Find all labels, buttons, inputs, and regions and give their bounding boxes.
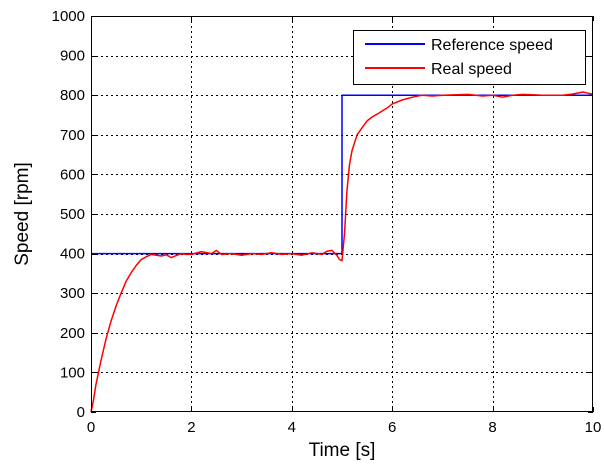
x-axis-label: Time [s]: [309, 440, 376, 461]
legend-box: [353, 30, 586, 85]
y-tick-label: 900: [60, 48, 85, 65]
x-tick-label: 10: [585, 419, 602, 436]
series-line-reference-speed: [91, 94, 593, 255]
series-line-real-speed: [90, 91, 594, 413]
y-tick-label: 600: [60, 166, 85, 183]
y-tick-label: 700: [60, 127, 85, 144]
series-layer: [90, 91, 594, 413]
y-tick-label: 500: [60, 206, 85, 223]
y-tick-label: 200: [60, 325, 85, 342]
x-tick-label: 0: [87, 419, 95, 436]
legend-label-real-speed: Real speed: [431, 61, 512, 78]
axis-ticks: [91, 16, 594, 413]
x-tick-label: 2: [187, 419, 195, 436]
y-tick-label: 300: [60, 285, 85, 302]
x-tick-label: 8: [488, 419, 496, 436]
y-tick-label: 800: [60, 87, 85, 104]
legend: Reference speed Real speed: [353, 30, 586, 85]
x-tick-label: 4: [288, 419, 296, 436]
legend-label-reference-speed: Reference speed: [431, 37, 553, 54]
y-tick-label: 0: [77, 404, 85, 421]
y-tick-label: 100: [60, 364, 85, 381]
x-tick-label: 6: [388, 419, 396, 436]
y-axis-label: Speed [rpm]: [12, 162, 33, 266]
y-tick-label: 1000: [52, 8, 85, 25]
y-tick-label: 400: [60, 246, 85, 263]
